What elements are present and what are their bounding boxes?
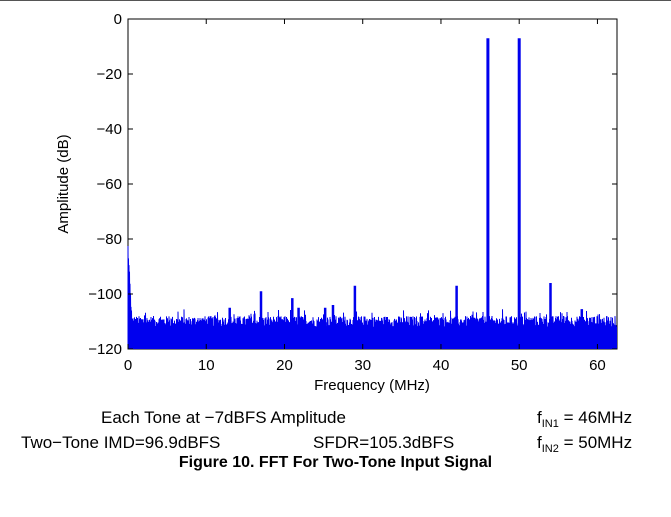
fin2-label: fIN2 = 50MHz <box>537 433 632 459</box>
fin1-subscript: IN1 <box>541 418 559 430</box>
x-tick-label: 20 <box>276 357 293 374</box>
fin2-value: = 50MHz <box>558 433 633 452</box>
fft-chart: 0 10 20 30 40 50 60 0 −20 −40 −60 −80 −100 −120 Frequ… <box>55 11 618 394</box>
y-tick-label: −60 <box>97 176 122 193</box>
figure-caption: Figure 10. FFT For Two-Tone Input Signal <box>178 454 493 471</box>
fin1-f: f <box>537 408 542 427</box>
imd-note: Two−Tone IMD=96.9dBFS <box>21 433 221 452</box>
fin1-label: fIN1 = 46MHz <box>537 408 632 434</box>
fin2-subscript: IN2 <box>541 443 559 455</box>
y-tick-label: −100 <box>88 286 122 303</box>
fin1-value: = 46MHz <box>558 408 633 427</box>
y-tick-label: −40 <box>97 121 122 138</box>
sfdr-note: SFDR=105.3dBFS <box>313 433 455 452</box>
noise-floor-series <box>127 245 617 350</box>
fft-series <box>127 38 617 350</box>
x-tick-label: 10 <box>198 357 215 374</box>
top-rule <box>0 0 671 1</box>
axis-ticks: 0 10 20 30 40 50 60 0 −20 −40 −60 −80 −100 −120 <box>88 11 617 374</box>
y-tick-label: −20 <box>97 66 122 83</box>
x-tick-label: 30 <box>354 357 371 374</box>
x-tick-label: 40 <box>433 357 450 374</box>
plot-frame <box>127 18 618 350</box>
x-tick-label: 60 <box>589 357 606 374</box>
y-tick-label: 0 <box>114 11 122 28</box>
fin2-f: f <box>537 433 542 452</box>
y-axis-title: Amplitude (dB) <box>55 134 72 233</box>
x-tick-label: 0 <box>124 357 132 374</box>
x-tick-label: 50 <box>511 357 528 374</box>
x-axis-title: Frequency (MHz) <box>314 377 430 394</box>
tone-amplitude-note: Each Tone at −7dBFS Amplitude <box>101 408 346 427</box>
y-tick-label: −120 <box>88 341 122 358</box>
y-tick-label: −80 <box>97 231 122 248</box>
